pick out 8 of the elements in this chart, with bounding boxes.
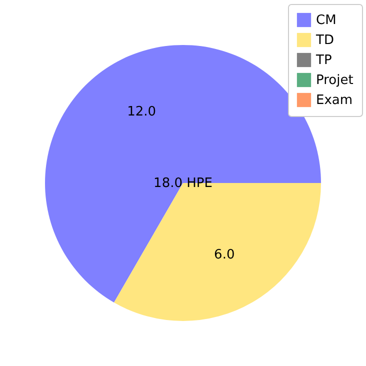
data-label: 12.0: [127, 104, 156, 120]
text: 18.0 HPE: [154, 176, 212, 191]
legend-label: Projet: [316, 73, 354, 88]
legend-label: Exam: [316, 93, 353, 108]
data-label: 6.0: [214, 248, 235, 263]
legend-label: TD: [315, 33, 334, 48]
legend-label: TP: [315, 53, 332, 68]
legend-label: CM: [316, 13, 336, 28]
